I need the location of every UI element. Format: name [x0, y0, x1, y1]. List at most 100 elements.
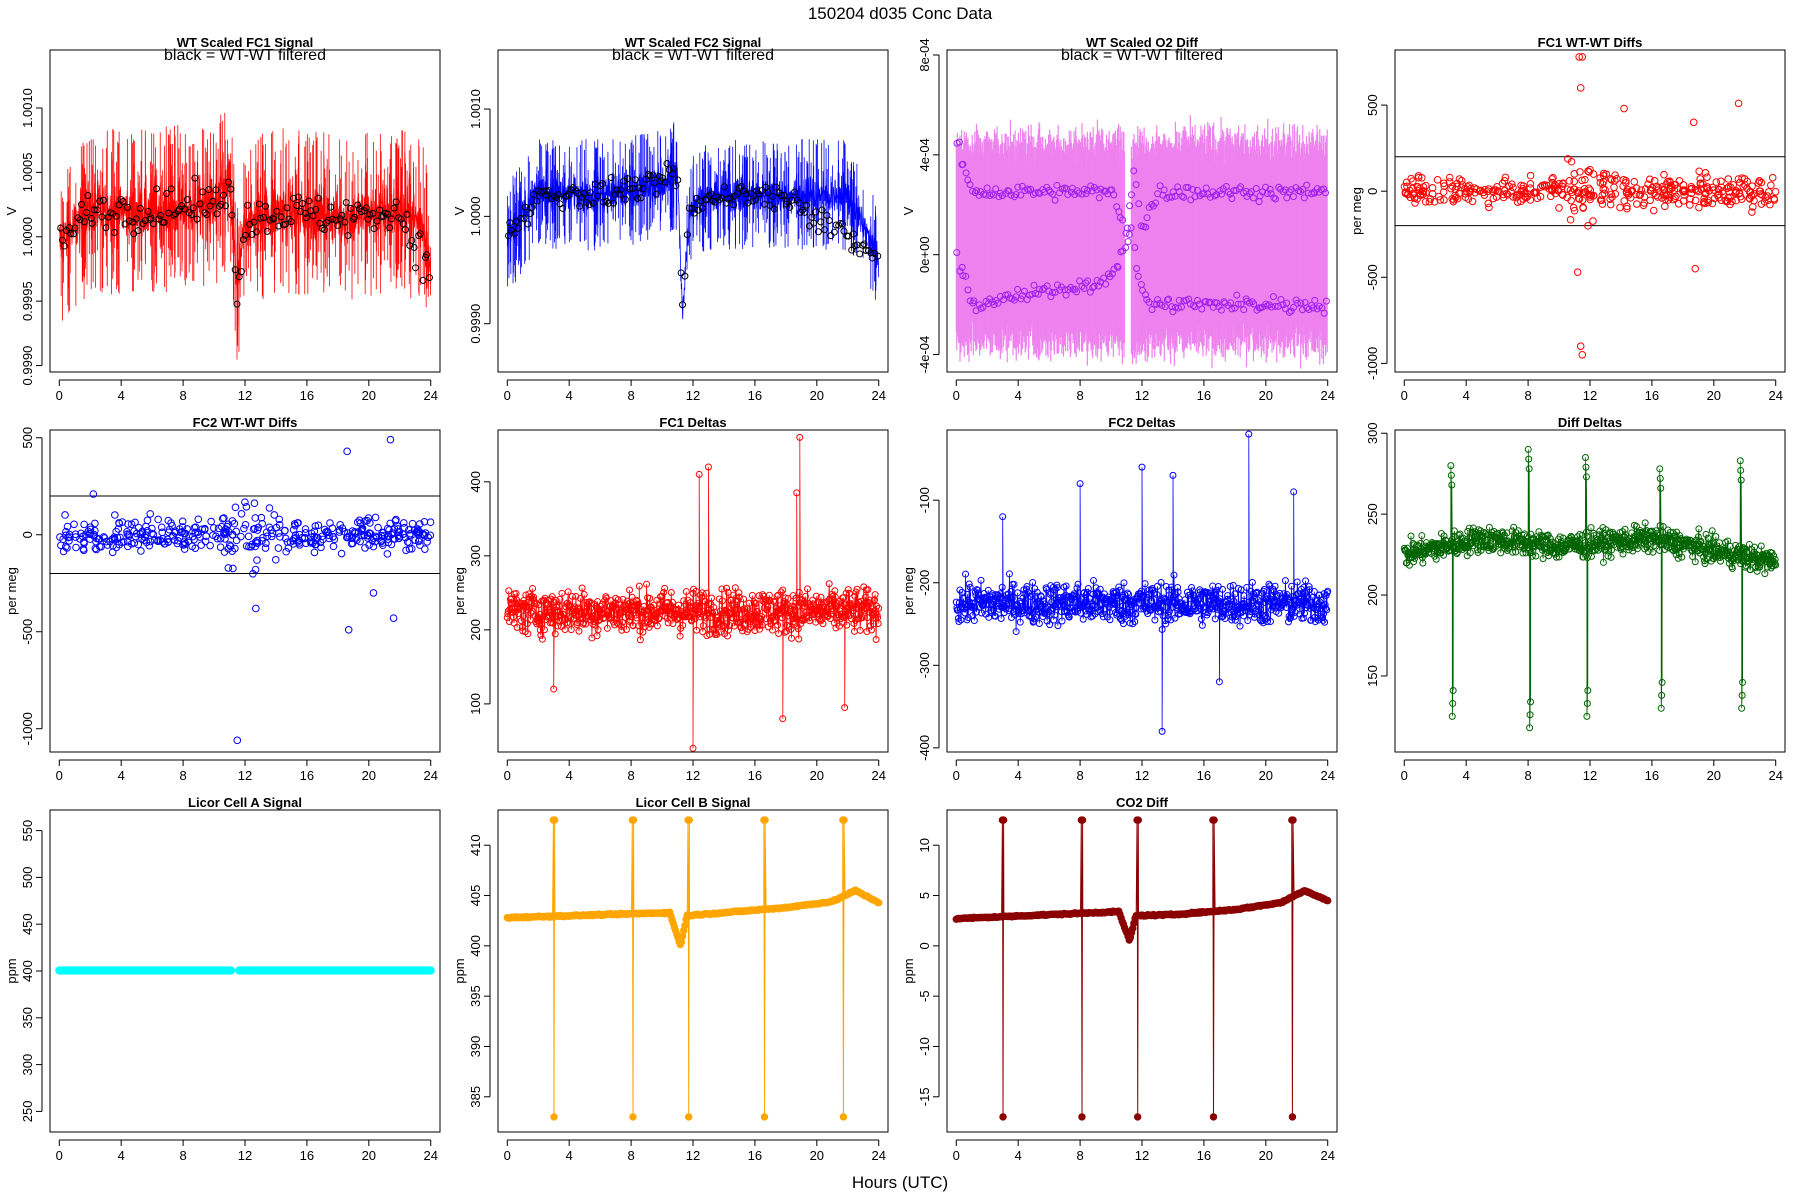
x-tick-label: 8	[1524, 388, 1531, 403]
data-point	[1133, 265, 1141, 273]
data-point	[972, 608, 980, 616]
data-point	[874, 619, 882, 627]
data-point	[1646, 187, 1655, 195]
data-point	[731, 606, 739, 614]
y-tick-label: 500	[20, 427, 35, 449]
data-point	[1544, 531, 1552, 539]
data-point	[731, 584, 739, 592]
data-point	[597, 602, 605, 610]
y-tick-label: 0	[1365, 188, 1380, 195]
data-point	[1266, 582, 1274, 590]
plot-frame	[49, 49, 441, 373]
data-point	[635, 184, 643, 192]
data-point	[722, 199, 730, 207]
data-point	[801, 208, 809, 216]
data-point	[164, 516, 173, 525]
data-point	[1046, 590, 1054, 598]
data-point	[537, 620, 545, 628]
outlier-point	[252, 604, 260, 613]
data-point	[1285, 308, 1293, 316]
data-point	[999, 513, 1007, 521]
x-tick-label: 12	[1135, 388, 1149, 403]
data-point	[1421, 197, 1430, 206]
data-point	[80, 218, 88, 226]
data-point	[1158, 727, 1166, 735]
data-point	[825, 217, 833, 225]
data-point	[716, 621, 724, 629]
data-point	[270, 215, 278, 223]
data-point	[875, 604, 883, 612]
data-point	[1134, 272, 1142, 280]
data-point	[1606, 175, 1615, 183]
data-point	[1305, 583, 1313, 591]
data-point	[1161, 303, 1169, 311]
data-point	[1240, 592, 1248, 600]
data-point	[1131, 618, 1139, 626]
data-point	[1177, 303, 1185, 311]
y-tick-label: -500	[20, 619, 35, 645]
data-point	[1451, 185, 1460, 194]
data-point	[226, 542, 235, 551]
data-point	[873, 602, 881, 610]
data-point	[1049, 190, 1057, 198]
x-tick-label: 4	[1015, 388, 1022, 403]
data-point	[1570, 206, 1579, 215]
data-point	[1507, 187, 1515, 196]
data-point	[219, 191, 227, 199]
data-point	[216, 534, 225, 543]
data-point	[538, 635, 546, 643]
data-point	[974, 586, 982, 594]
data-point	[426, 518, 435, 527]
data-point	[392, 198, 400, 206]
data-point	[1153, 300, 1161, 308]
data-point	[802, 608, 810, 616]
data-point	[752, 196, 760, 204]
data-point	[978, 609, 986, 617]
data-point	[1559, 179, 1567, 187]
data-point	[1099, 613, 1107, 621]
data-point	[777, 588, 785, 596]
data-point	[57, 541, 65, 550]
data-point	[1016, 618, 1024, 626]
data-point	[1197, 615, 1205, 623]
data-point	[970, 297, 978, 305]
data-point	[1669, 195, 1678, 204]
figure-xlabel: Hours (UTC)	[852, 1173, 948, 1192]
data-point	[758, 187, 766, 195]
data-point	[1253, 306, 1261, 314]
data-point	[809, 596, 817, 604]
data-point	[1053, 181, 1061, 189]
data-point	[137, 547, 145, 555]
data-point	[528, 203, 536, 211]
series-diffs	[1400, 53, 1780, 359]
data-point	[408, 236, 416, 244]
data-point	[361, 517, 369, 525]
x-tick-label: 24	[423, 768, 437, 783]
data-point	[102, 537, 111, 546]
data-point	[1288, 582, 1296, 590]
data-point	[1474, 546, 1482, 554]
data-point	[858, 614, 866, 622]
data-point	[1292, 591, 1300, 599]
data-point	[701, 598, 709, 606]
outlier-point	[389, 614, 398, 622]
data-point	[76, 216, 84, 224]
data-point	[1275, 183, 1283, 191]
data-point	[157, 523, 166, 532]
x-tick-label: 4	[1015, 768, 1022, 783]
data-point	[1148, 201, 1156, 209]
data-point	[1582, 473, 1590, 481]
data-point	[1407, 532, 1415, 540]
data-point	[704, 463, 712, 471]
data-point	[545, 187, 553, 195]
data-point	[1630, 177, 1639, 186]
data-point	[1551, 540, 1559, 548]
data-point	[86, 530, 94, 538]
data-point	[698, 204, 706, 212]
data-point	[190, 535, 198, 544]
outlier-point	[1576, 342, 1585, 350]
data-point	[188, 211, 196, 219]
data-point	[708, 594, 716, 602]
data-point	[1522, 549, 1530, 557]
